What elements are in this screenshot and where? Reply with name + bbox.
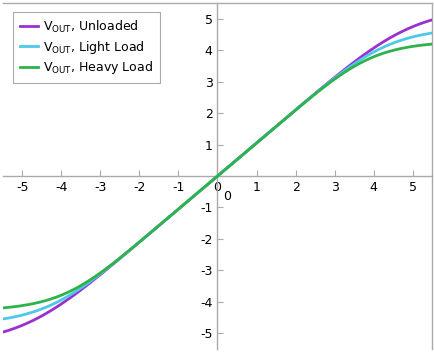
Legend: V$_\mathregular{OUT}$, Unloaded, V$_\mathregular{OUT}$, Light Load, V$_\mathregu: V$_\mathregular{OUT}$, Unloaded, V$_\mat… — [13, 12, 159, 83]
Text: 0: 0 — [223, 190, 230, 203]
